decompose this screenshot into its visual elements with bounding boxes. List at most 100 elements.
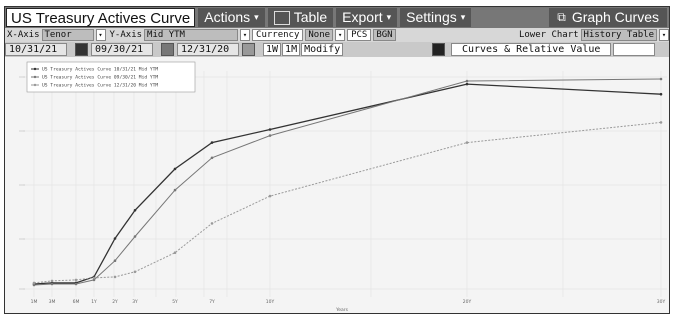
table-button[interactable]: Table xyxy=(267,8,334,27)
series-2-point xyxy=(92,278,96,282)
series-2-point xyxy=(268,134,272,137)
one-week-button[interactable]: 1W xyxy=(263,43,282,56)
app-window: US Treasury Actives Curve Actions ▾ Tabl… xyxy=(4,6,670,314)
series-1-point xyxy=(173,167,177,171)
curve-date-2[interactable]: 09/30/21 xyxy=(91,43,153,56)
x-tick-label: 1Y xyxy=(91,299,97,305)
x-tick-label: 2Y xyxy=(112,299,118,305)
series-1-point xyxy=(210,141,214,144)
curve-3-color-swatch[interactable] xyxy=(242,43,255,56)
export-menu[interactable]: Export ▾ xyxy=(336,8,398,27)
x-tick-label: 3Y xyxy=(132,299,138,305)
yaxis-dropdown-icon[interactable]: ▾ xyxy=(240,29,251,41)
series-3-point xyxy=(92,276,96,280)
currency-select[interactable]: None xyxy=(305,29,334,41)
add-curve-color-swatch[interactable] xyxy=(432,43,446,56)
series-1-point xyxy=(659,92,663,96)
series-3-point xyxy=(268,194,272,198)
window-title: US Treasury Actives Curve xyxy=(6,8,196,27)
pcs-button[interactable]: PCS xyxy=(347,29,372,41)
series-3-point xyxy=(113,275,117,279)
series-3-point xyxy=(32,281,36,285)
x-tick-label: 6M xyxy=(73,299,80,305)
grid-layer xyxy=(19,71,667,297)
legend-label: US Treasury Actives Curve 10/31/21 Mid Y… xyxy=(42,67,158,73)
series-1-point xyxy=(113,237,117,240)
legend-marker xyxy=(33,83,37,87)
series-3-point xyxy=(133,270,137,274)
graph-curves-label: Graph Curves xyxy=(571,9,659,25)
series-2-point xyxy=(210,156,214,160)
yield-curve-chart: 1M 3M 6M 1Y 2Y 3Y 5Y 7Y 10Y 20Y 30Y Years US Treas… xyxy=(5,57,669,313)
legend-marker xyxy=(33,67,37,71)
legend-label: US Treasury Actives Curve 12/31/20 Mid Y… xyxy=(42,83,158,89)
series-3-point xyxy=(50,279,54,283)
pcs-field[interactable]: BGN xyxy=(373,29,396,41)
yaxis-label: Y-Axis xyxy=(109,30,143,40)
x-tick-label: 30Y xyxy=(657,299,666,305)
yaxis-select[interactable]: Mid YTM xyxy=(144,29,239,41)
series-2-point xyxy=(133,235,137,238)
series-2-point xyxy=(173,188,177,192)
series-2-point xyxy=(113,259,117,262)
lower-chart-label: Lower Chart xyxy=(518,30,579,40)
actions-menu-label: Actions xyxy=(204,9,251,25)
series-2-point xyxy=(32,283,36,287)
currency-dropdown-icon[interactable]: ▾ xyxy=(335,29,346,41)
table-icon xyxy=(273,10,290,25)
x-tick-label: 7Y xyxy=(209,299,215,305)
legend-box xyxy=(26,61,196,93)
curve-1-color-swatch[interactable] xyxy=(75,43,88,56)
series-1-point xyxy=(133,209,137,212)
curve-date-3[interactable]: 12/31/20 xyxy=(177,43,239,56)
series-3-point xyxy=(465,141,469,144)
curves-relative-value-tab[interactable]: Curves & Relative Value xyxy=(451,43,612,56)
xaxis-label: X-Axis xyxy=(7,30,40,40)
series-1-point xyxy=(268,128,272,131)
series-3-point xyxy=(74,278,78,282)
legend-marker xyxy=(33,75,37,79)
chart-canvas: 1M 3M 6M 1Y 2Y 3Y 5Y 7Y 10Y 20Y 30Y Years US Treas… xyxy=(19,61,667,313)
series-2-point xyxy=(659,77,663,81)
x-tick-label: 20Y xyxy=(463,299,472,305)
date-row: 10/31/21 09/30/21 12/31/20 1W 1M Modify … xyxy=(5,42,669,57)
lower-chart-dropdown-icon[interactable]: ▾ xyxy=(659,29,669,41)
x-tick-layer: 1M 3M 6M 1Y 2Y 3Y 5Y 7Y 10Y 20Y 30Y xyxy=(31,299,666,305)
settings-menu[interactable]: Settings ▾ xyxy=(400,8,472,27)
settings-menu-label: Settings xyxy=(406,9,457,25)
series-1-point xyxy=(465,82,469,86)
xaxis-select[interactable]: Tenor xyxy=(41,29,94,41)
one-month-button[interactable]: 1M xyxy=(282,43,301,56)
legend-label: US Treasury Actives Curve 09/30/21 Mid Y… xyxy=(42,75,158,81)
curve-2-color-swatch[interactable] xyxy=(161,43,174,56)
currency-button[interactable]: Currency xyxy=(252,29,304,41)
title-bar: US Treasury Actives Curve Actions ▾ Tabl… xyxy=(5,7,669,28)
series-layer xyxy=(32,77,663,287)
actions-menu[interactable]: Actions ▾ xyxy=(198,8,265,27)
x-tick-label: 1M xyxy=(31,299,38,305)
chart-legend[interactable]: US Treasury Actives Curve 10/31/21 Mid Y… xyxy=(26,61,196,93)
xaxis-dropdown-icon[interactable]: ▾ xyxy=(95,29,106,41)
secondary-tab[interactable] xyxy=(613,43,656,56)
caret-down-icon: ▾ xyxy=(386,12,392,22)
series-3-point xyxy=(173,251,177,254)
caret-down-icon: ▾ xyxy=(254,12,259,22)
caret-down-icon: ▾ xyxy=(460,12,466,22)
series-line-3 xyxy=(33,121,662,284)
x-axis-label: Years xyxy=(335,307,349,313)
graph-curves-button[interactable]: ⧉ Graph Curves xyxy=(549,8,667,27)
x-tick-label: 5Y xyxy=(172,299,178,305)
export-menu-label: Export xyxy=(342,9,383,25)
series-3-point xyxy=(210,222,214,225)
x-tick-label: 3M xyxy=(49,299,56,305)
curve-date-1[interactable]: 10/31/21 xyxy=(5,43,67,56)
table-button-label: Table xyxy=(293,9,328,25)
popout-icon: ⧉ xyxy=(557,10,566,24)
series-2-point xyxy=(74,282,78,286)
series-2-point xyxy=(465,79,469,83)
axis-settings-row: X-Axis Tenor ▾ Y-Axis Mid YTM ▾ Currency… xyxy=(5,28,669,42)
modify-button[interactable]: Modify xyxy=(301,43,344,56)
lower-chart-select[interactable]: History Table xyxy=(580,29,657,41)
series-3-point xyxy=(659,121,663,124)
series-line-2 xyxy=(33,78,662,286)
